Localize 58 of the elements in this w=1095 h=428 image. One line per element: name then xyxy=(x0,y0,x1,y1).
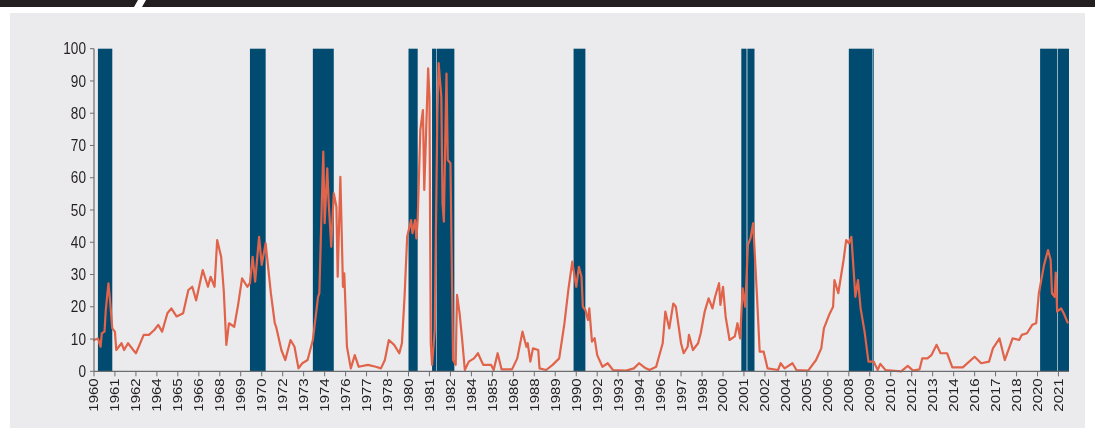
y-tick-label: 80 xyxy=(70,104,86,123)
x-tick-label: 2010 xyxy=(883,378,898,412)
x-tick-label: 2013 xyxy=(925,378,940,412)
x-tick-label: 2006 xyxy=(820,378,836,412)
y-tick-label: 60 xyxy=(70,169,86,187)
x-tick-label: 1989 xyxy=(547,378,563,412)
x-tick-label: 2008 xyxy=(841,378,857,412)
x-tick-label: 1980 xyxy=(401,378,416,412)
x-tick-label: 1981 xyxy=(421,378,437,412)
y-tick-label: 30 xyxy=(70,266,86,284)
x-tick-label: 1985 xyxy=(484,378,500,412)
x-tick-label: 1964 xyxy=(149,378,165,412)
x-tick-label: 1973 xyxy=(296,378,311,412)
x-tick-label: 2016 xyxy=(967,378,982,412)
y-tick-label: 100 xyxy=(63,40,86,58)
x-tick-label: 1960 xyxy=(86,378,102,412)
x-tick-label: 2017 xyxy=(988,378,1003,412)
x-tick-label: 1977 xyxy=(359,378,374,412)
x-tick-label: 1984 xyxy=(463,378,479,412)
x-tick-label: 2014 xyxy=(946,378,961,412)
x-tick-label: 2009 xyxy=(862,378,877,412)
y-tick-label: 90 xyxy=(70,72,86,90)
x-tick-label: 2021 xyxy=(1051,378,1066,412)
x-tick-label: 2004 xyxy=(778,378,794,412)
x-tick-label: 2000 xyxy=(715,378,731,412)
x-tick-label: 2020 xyxy=(1030,378,1045,412)
x-tick-label: 1968 xyxy=(212,378,228,412)
x-tick-label: 1978 xyxy=(380,378,395,412)
x-tick-label: 1988 xyxy=(526,378,542,412)
x-tick-label: 2001 xyxy=(736,378,752,412)
x-tick-label: 1996 xyxy=(652,378,668,412)
x-tick-label: 1972 xyxy=(275,378,290,412)
x-tick-label: 1982 xyxy=(443,378,458,412)
x-tick-label: 1997 xyxy=(673,378,689,412)
y-tick-label: 10 xyxy=(70,330,86,348)
x-tick-label: 1970 xyxy=(254,378,269,412)
x-tick-label: 1965 xyxy=(170,378,186,412)
x-tick-label: 1998 xyxy=(694,378,710,412)
x-tick-label: 1993 xyxy=(610,378,626,412)
x-tick-label: 2002 xyxy=(757,378,773,412)
x-tick-label: 1969 xyxy=(233,378,248,412)
x-tick-label: 1961 xyxy=(107,378,123,412)
x-tick-label: 2012 xyxy=(904,378,919,412)
x-tick-label: 1966 xyxy=(191,378,207,412)
x-tick-label: 2018 xyxy=(1009,378,1024,412)
x-tick-label: 1992 xyxy=(589,378,605,412)
y-tick-label: 50 xyxy=(70,201,86,219)
x-tick-label: 1986 xyxy=(505,378,521,412)
x-tick-label: 1962 xyxy=(128,378,144,412)
x-tick-label: 1974 xyxy=(317,378,332,412)
x-tick-label: 2005 xyxy=(799,378,815,412)
y-tick-label: 20 xyxy=(70,298,86,316)
x-tick-label: 1994 xyxy=(631,378,647,412)
x-tick-label: 1990 xyxy=(568,378,584,412)
y-tick-label: 70 xyxy=(70,137,86,155)
y-tick-label: 0 xyxy=(78,362,86,381)
y-tick-label: 40 xyxy=(70,233,86,252)
x-tick-label: 1976 xyxy=(338,378,353,412)
